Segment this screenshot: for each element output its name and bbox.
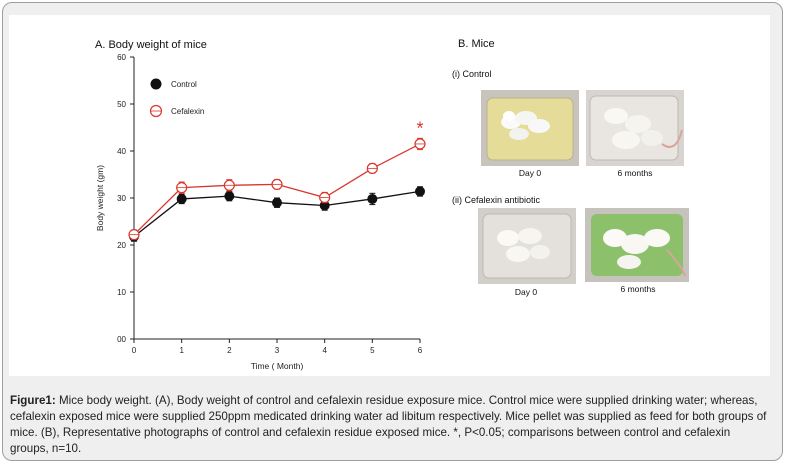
x-tick-label: 1 (179, 346, 184, 355)
panel-b-title: B. Mice (458, 38, 495, 50)
data-point-control (415, 186, 425, 197)
cefalexin-day0-caption: Day 0 (514, 287, 538, 297)
data-point-control (224, 191, 235, 202)
legend-label-control: Control (171, 80, 197, 89)
y-tick-label: 50 (117, 100, 126, 109)
y-tick-label: 30 (117, 194, 126, 203)
cefalexin-day0-photo (478, 208, 576, 284)
x-tick-label: 3 (275, 346, 280, 355)
caption-label: Figure1: (10, 394, 56, 407)
cefalexin-6months-caption: 6 months (620, 284, 656, 294)
y-tick-label: 60 (117, 53, 126, 62)
x-tick-label: 2 (227, 346, 232, 355)
y-tick-label: 40 (117, 147, 126, 156)
y-tick-label: 20 (117, 241, 126, 250)
control-day0-photo (481, 90, 579, 166)
figure-panel (9, 15, 770, 376)
data-point-control (367, 193, 378, 204)
control-6months-photo (586, 90, 684, 166)
y-tick-label: 10 (117, 288, 126, 297)
legend-label-cefalexin: Cefalexin (171, 107, 204, 116)
x-tick-label: 5 (370, 346, 375, 355)
x-tick-label: 4 (322, 346, 327, 355)
data-point-control (272, 197, 282, 208)
x-axis-label: Time ( Month) (251, 361, 304, 371)
x-tick-label: 0 (132, 346, 137, 355)
legend-marker-control (150, 78, 162, 90)
data-point-control (176, 193, 187, 204)
control-6months-caption: 6 months (617, 168, 653, 178)
y-axis-label: Body weight (gm) (95, 165, 105, 231)
caption-text: Mice body weight. (A), Body weight of co… (10, 394, 767, 455)
y-tick-label: 00 (117, 335, 126, 344)
control-day0-caption: Day 0 (518, 168, 542, 178)
x-tick-label: 6 (418, 346, 423, 355)
chart-title: A. Body weight of mice (95, 39, 207, 51)
control-group-label: (i) Control (452, 69, 492, 79)
cefalexin-group-label: (ii) Cefalexin antibiotic (452, 195, 541, 205)
figure-caption: Figure1: Mice body weight. (A), Body wei… (10, 393, 770, 457)
cefalexin-6months-photo (585, 208, 689, 282)
significance-asterisk: * (416, 118, 423, 138)
